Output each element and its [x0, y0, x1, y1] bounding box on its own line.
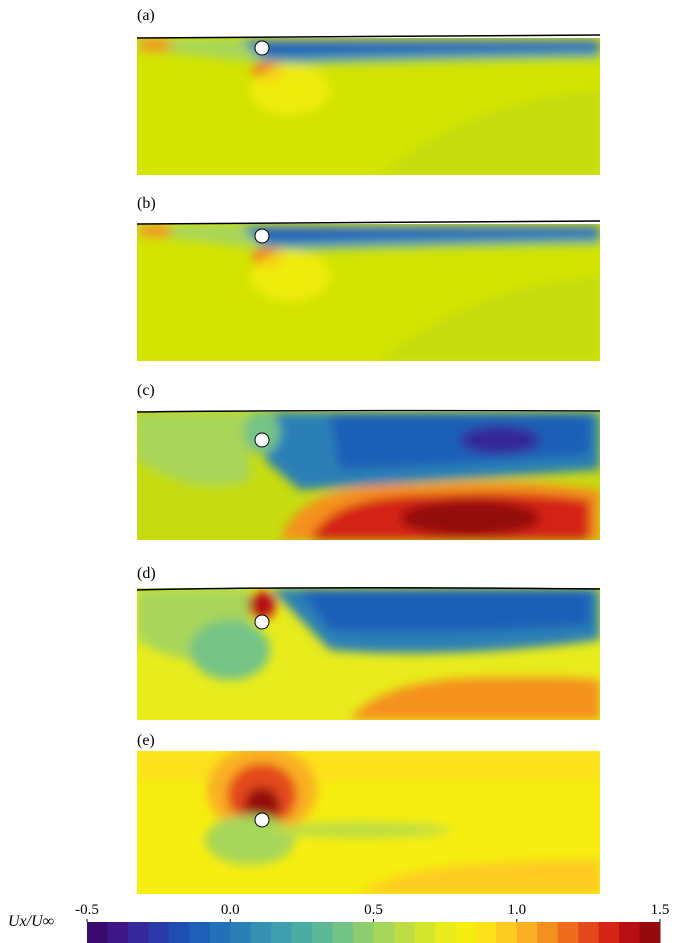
colorbar-swatch	[107, 922, 129, 943]
colorbar-swatch	[639, 922, 661, 943]
colorbar-swatch	[209, 922, 231, 943]
colorbar-swatch	[87, 922, 108, 943]
free-surface	[136, 586, 601, 591]
colorbar-swatch	[230, 922, 252, 943]
colorbar-swatch	[393, 922, 415, 943]
panel-label: (d)	[137, 565, 156, 582]
free-surface	[136, 409, 601, 413]
colorbar-label: Ux/U∞	[8, 913, 54, 930]
contour-panel	[137, 38, 600, 175]
panel-label: (a)	[137, 7, 155, 24]
colorbar-tick-label: -0.5	[75, 902, 99, 918]
contour-panel	[137, 588, 600, 720]
colorbar-swatch	[332, 922, 354, 943]
colorbar-tick-label: 0.5	[364, 902, 383, 918]
colorbar-swatch	[414, 922, 436, 943]
colorbar-swatch	[127, 922, 149, 943]
free-surface	[136, 220, 601, 225]
colorbar-swatch	[578, 922, 600, 943]
colorbar-swatch	[271, 922, 293, 943]
colorbar-swatch	[516, 922, 538, 943]
colorbar-swatch	[250, 922, 272, 943]
colorbar-swatch	[598, 922, 620, 943]
colorbar-swatch	[537, 922, 559, 943]
colorbar: -0.5 0.0 0.5 1.0 1.5	[75, 902, 669, 943]
free-surface	[136, 34, 601, 39]
panel-labels: (a) (b) (c) (d) (e)	[137, 7, 156, 749]
colorbar-swatch	[189, 922, 211, 943]
contour-panel	[137, 751, 600, 894]
panel-label: (c)	[137, 382, 155, 399]
colorbar-tick-label: 1.5	[651, 902, 670, 918]
colorbar-swatch	[475, 922, 497, 943]
colorbar-swatch	[619, 922, 641, 943]
colorbar-swatch	[373, 922, 395, 943]
colorbar-swatch	[291, 922, 313, 943]
contour-panel	[137, 224, 600, 361]
colorbar-swatch	[496, 922, 518, 943]
colorbar-tick-label: 1.0	[507, 902, 526, 918]
colorbar-swatch	[148, 922, 170, 943]
panel-label: (b)	[137, 195, 156, 212]
colorbar-swatch	[434, 922, 456, 943]
colorbar-swatch	[312, 922, 334, 943]
colorbar-swatch	[455, 922, 477, 943]
colorbar-swatch	[168, 922, 190, 943]
colorbar-swatch	[353, 922, 374, 943]
colorbar-tick-label: 0.0	[221, 902, 240, 918]
contour-panel	[137, 412, 600, 540]
colorbar-swatch	[557, 922, 579, 943]
panel-label: (e)	[137, 732, 155, 749]
